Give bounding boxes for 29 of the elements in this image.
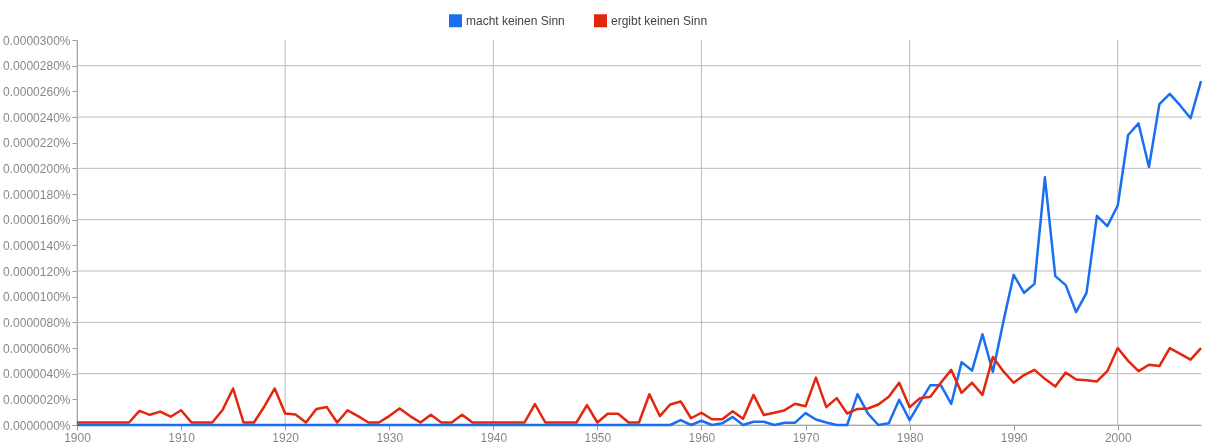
y-tick-label: 0.0000140% [3, 238, 71, 253]
y-tick-label: 0.0000260% [3, 84, 71, 99]
y-tick-label: 0.0000240% [3, 110, 71, 125]
y-tick-label: 0.0000120% [3, 264, 71, 279]
legend-label: macht keinen Sinn [466, 13, 565, 28]
x-tick-label: 1990 [1000, 430, 1028, 445]
x-tick-label: 1930 [376, 430, 404, 445]
legend-label: ergibt keinen Sinn [611, 13, 708, 28]
x-tick-label: 1910 [168, 430, 196, 445]
y-tick-label: 0.0000080% [3, 315, 71, 330]
y-tick-label: 0.0000200% [3, 161, 71, 176]
x-tick-label: 2000 [1104, 430, 1132, 445]
x-tick-label: 1980 [896, 430, 924, 445]
y-tick-label: 0.0000020% [3, 392, 71, 407]
x-tick-label: 1960 [688, 430, 716, 445]
y-tick-label: 0.0000300% [3, 33, 71, 48]
x-tick-label: 1900 [64, 430, 92, 445]
y-tick-label: 0.0000100% [3, 290, 71, 305]
y-tick-label: 0.0000040% [3, 367, 71, 382]
x-tick-label: 1950 [584, 430, 612, 445]
x-tick-label: 1920 [272, 430, 300, 445]
x-tick-label: 1970 [792, 430, 820, 445]
y-tick-label: 0.0000280% [3, 59, 71, 74]
y-tick-label: 0.0000220% [3, 136, 71, 151]
x-tick-label: 1940 [480, 430, 508, 445]
y-tick-label: 0.0000000% [3, 418, 71, 433]
y-tick-label: 0.0000060% [3, 341, 71, 356]
y-tick-label: 0.0000160% [3, 213, 71, 228]
y-tick-label: 0.0000180% [3, 187, 71, 202]
